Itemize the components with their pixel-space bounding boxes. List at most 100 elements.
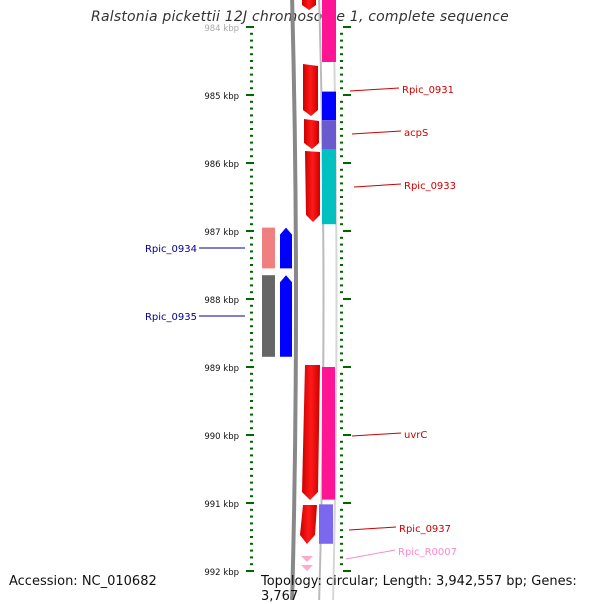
ruler-minor-tick-left	[250, 468, 253, 470]
backbone-arc-outer	[290, 0, 298, 600]
ruler-minor-tick-right	[340, 236, 343, 239]
ruler-minor-tick-left	[250, 32, 253, 35]
backbone-arc-right	[332, 0, 338, 600]
ruler-minor-tick-left	[250, 549, 253, 552]
ruler-minor-tick-left	[250, 189, 253, 192]
ruler-minor-tick-right	[340, 495, 343, 498]
ruler-minor-tick-left	[250, 107, 253, 110]
ruler-tick-label: 987 kbp	[204, 228, 239, 238]
ruler-minor-tick-left	[250, 216, 253, 219]
leader-line	[349, 87, 400, 92]
ruler-minor-tick-left	[250, 141, 253, 144]
feature-block-partial	[322, 0, 336, 62]
cds-arrow	[302, 365, 320, 500]
ruler-major-tick-left	[246, 230, 254, 232]
ruler-tick-label: 985 kbp	[204, 92, 239, 102]
ruler-minor-tick-left	[250, 236, 253, 239]
ruler-minor-tick-right	[340, 277, 343, 280]
map-title: Ralstonia pickettii 12J chromosome 1, co…	[91, 9, 509, 25]
ruler-minor-tick-right	[340, 393, 343, 396]
ruler-minor-tick-right	[340, 318, 343, 321]
ruler-minor-tick-right	[340, 468, 343, 470]
ruler-minor-tick-left	[250, 182, 253, 185]
ruler-tick-label: 992 kbp	[204, 568, 239, 578]
leader-line	[351, 432, 402, 437]
feature-block-acps	[322, 120, 336, 150]
feature-block-rpic-0933	[322, 149, 336, 225]
feature-label-rpic_0933[interactable]: Rpic_0933	[404, 181, 456, 192]
feature-label-rpic_0934[interactable]: Rpic_0934	[145, 244, 197, 255]
ruler-minor-tick-left	[250, 250, 253, 253]
ruler-minor-tick-left	[250, 223, 253, 226]
ruler-tick-label: 991 kbp	[204, 500, 239, 510]
ruler: 984 kbp 985 kbp 986 kbp 987 kbp 988 kbp 989 k…	[204, 24, 351, 578]
ruler-minor-tick-left	[250, 46, 253, 49]
ruler-major-tick-right	[343, 502, 351, 504]
feature-label-uvrc[interactable]: uvrC	[404, 430, 427, 441]
ruler-minor-tick-left	[250, 522, 253, 525]
ruler-major-tick-left	[246, 366, 254, 368]
ruler-minor-tick-right	[340, 209, 343, 212]
ruler-minor-tick-left	[250, 148, 253, 151]
ruler-minor-tick-left	[250, 352, 253, 355]
feature-block-rpic-0935-arrow	[280, 275, 292, 357]
cds-forward-group	[300, 0, 320, 544]
ruler-minor-tick-left	[250, 440, 253, 443]
feature-label-rpic_0937[interactable]: Rpic_0937	[399, 524, 451, 535]
feature-label-rpic_0935[interactable]: Rpic_0935	[145, 312, 197, 323]
ruler-minor-tick-left	[250, 393, 253, 396]
ruler-minor-tick-right	[340, 175, 343, 178]
ruler-minor-tick-right	[340, 46, 343, 49]
ruler-minor-tick-right	[340, 243, 343, 246]
ruler-tick-label: 984 kbp	[204, 24, 239, 34]
ruler-minor-tick-right	[340, 474, 343, 477]
ruler-minor-tick-right	[340, 372, 343, 375]
ruler-minor-tick-left	[250, 304, 253, 307]
ruler-minor-tick-right	[340, 332, 343, 334]
leader-line	[351, 130, 402, 135]
feature-block-rpic-0934-arrow	[280, 227, 292, 269]
feature-block-rpic-0931	[322, 91, 336, 121]
ruler-minor-tick-left	[250, 372, 253, 375]
ruler-minor-tick-right	[340, 264, 343, 266]
ruler-major-tick-left	[246, 94, 254, 96]
ruler-minor-tick-right	[340, 563, 343, 566]
ruler-minor-tick-right	[340, 488, 343, 491]
cds-arrow	[304, 119, 319, 149]
ruler-major-tick-right	[343, 26, 351, 28]
ruler-minor-tick-left	[250, 257, 253, 260]
ruler-minor-tick-left	[250, 495, 253, 498]
ruler-minor-tick-right	[340, 325, 343, 328]
ruler-major-tick-right	[343, 366, 351, 368]
ruler-minor-tick-left	[250, 114, 253, 117]
ruler-minor-tick-left	[250, 400, 253, 402]
ruler-minor-tick-right	[340, 413, 343, 416]
ruler-minor-tick-left	[250, 264, 253, 266]
ruler-minor-tick-left	[250, 291, 253, 294]
cds-arrow	[302, 0, 316, 10]
ruler-minor-tick-right	[340, 284, 343, 287]
ruler-minor-tick-right	[340, 345, 343, 348]
ruler-minor-tick-left	[250, 359, 253, 362]
ruler-tick-label: 988 kbp	[204, 296, 239, 306]
feature-label-rpic_r0007[interactable]: Rpic_R0007	[398, 547, 457, 558]
ruler-minor-tick-right	[340, 60, 343, 62]
ruler-minor-tick-right	[340, 189, 343, 192]
cds-arrow	[303, 64, 318, 116]
feature-label-rpic_0931[interactable]: Rpic_0931	[402, 85, 454, 96]
ruler-minor-tick-left	[250, 311, 253, 314]
ruler-minor-tick-right	[340, 216, 343, 219]
ruler-major-tick-left	[246, 502, 254, 504]
feature-label-acps[interactable]: acpS	[404, 128, 428, 139]
ruler-minor-tick-left	[250, 87, 253, 90]
cds-arrow	[305, 151, 320, 222]
ruler-minor-tick-left	[250, 406, 253, 409]
ruler-minor-tick-right	[340, 291, 343, 294]
ruler-minor-tick-left	[250, 100, 253, 103]
ruler-major-tick-right	[343, 162, 351, 164]
ruler-minor-tick-left	[250, 284, 253, 287]
ruler-minor-tick-right	[340, 529, 343, 532]
ruler-tick-label: 989 kbp	[204, 364, 239, 374]
ruler-minor-tick-left	[250, 53, 253, 56]
feature-block-rpic-0935-cds	[262, 275, 275, 357]
